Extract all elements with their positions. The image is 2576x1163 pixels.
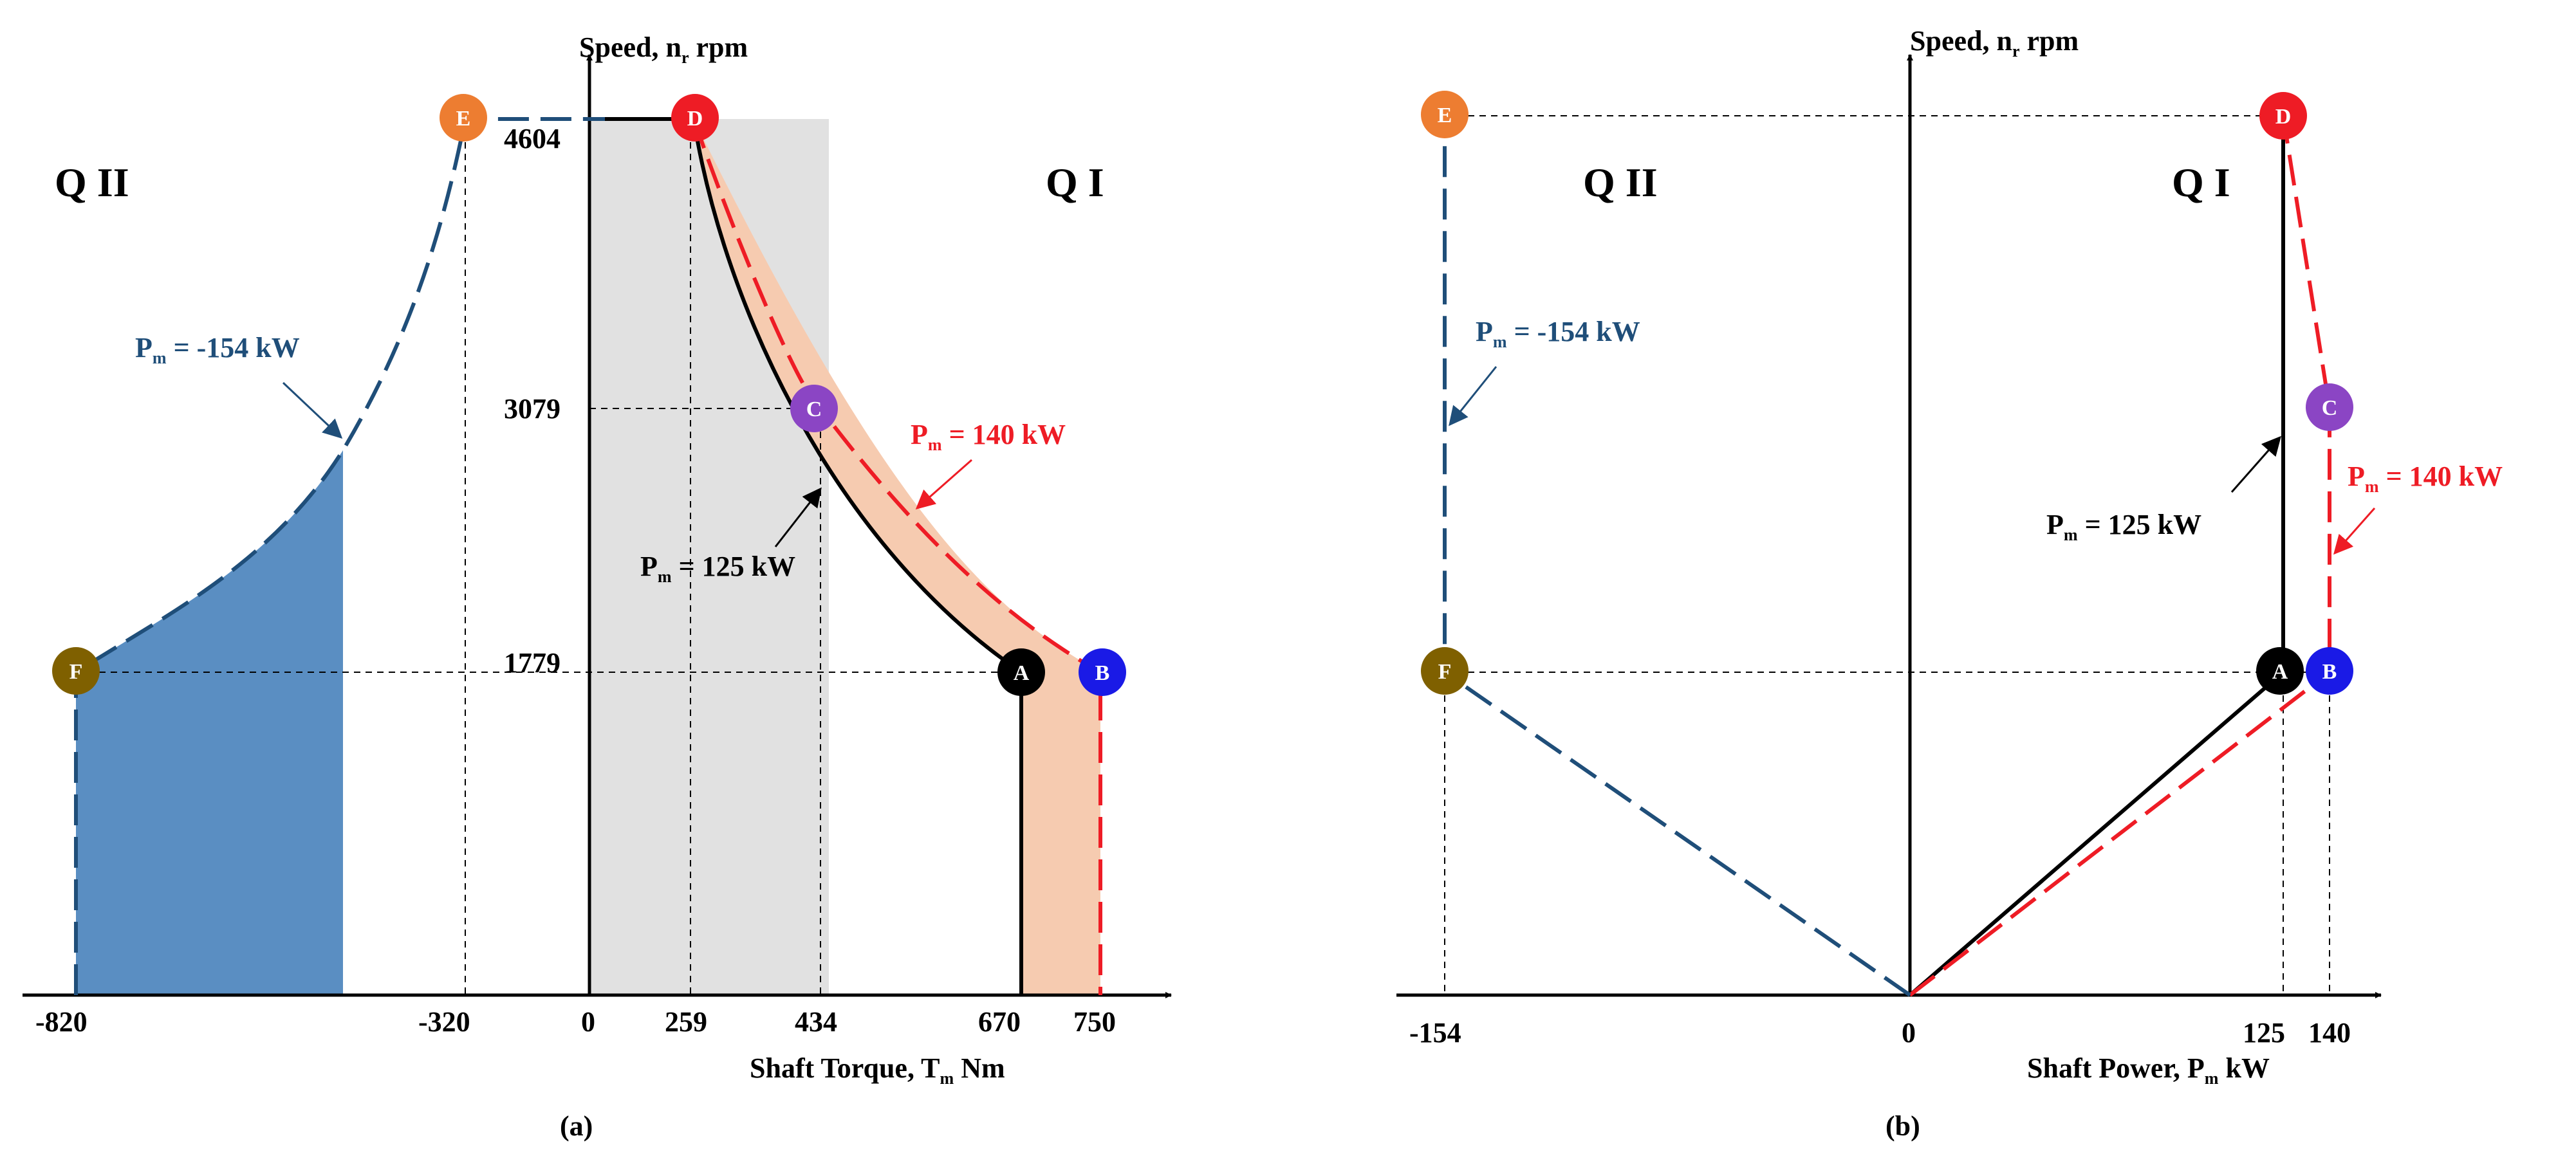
- y-tick-a-2: 1779: [504, 647, 561, 679]
- marker-b-a: B: [1079, 648, 1126, 696]
- svg-text:B: B: [2322, 660, 2337, 684]
- label-140-b: Pm = 140 kW: [2348, 461, 2503, 496]
- marker-a-b: A: [2256, 647, 2304, 695]
- x-tick-a-6: 750: [1073, 1006, 1116, 1038]
- svg-text:D: D: [2275, 105, 2292, 129]
- x-tick-b-3: 140: [2308, 1017, 2351, 1049]
- quadrant-ii-label-b: Q II: [1583, 160, 1658, 205]
- y-axis-label-a: Speed, nr rpm: [579, 32, 748, 67]
- y-tick-a-0: 4604: [504, 123, 561, 154]
- x-tick-b-1: 0: [1902, 1017, 1916, 1049]
- svg-text:F: F: [1438, 660, 1452, 684]
- x-tick-a-3: 259: [665, 1006, 707, 1038]
- x-axis-label-b: Shaft Power, Pm kW: [2027, 1052, 2270, 1088]
- x-tick-a-2: 0: [581, 1006, 595, 1038]
- marker-f-b: F: [1421, 647, 1469, 695]
- curve-140kw-b: [1909, 115, 2331, 997]
- gray-region: [589, 119, 829, 995]
- guide-lines-b: [1444, 115, 2330, 995]
- x-axis-label-a: Shaft Torque, Tm Nm: [750, 1052, 1005, 1088]
- quadrant-ii-label-a: Q II: [55, 160, 129, 205]
- label-140-a: Pm = 140 kW: [911, 419, 1066, 454]
- arrow-neg-b: [1449, 366, 1497, 426]
- label-neg154-a: Pm = -154 kW: [135, 332, 300, 367]
- x-tick-a-4: 434: [795, 1006, 837, 1038]
- arrow-red-a: [915, 459, 972, 509]
- marker-d-a: D: [671, 94, 719, 142]
- x-tick-b-0: -154: [1409, 1017, 1461, 1049]
- svg-text:C: C: [2322, 396, 2338, 420]
- svg-text:A: A: [1014, 661, 1030, 685]
- svg-text:C: C: [806, 398, 822, 421]
- x-tick-b-2: 125: [2243, 1017, 2285, 1049]
- x-tick-a-1: -320: [418, 1006, 470, 1038]
- caption-a: (a): [560, 1110, 593, 1142]
- y-tick-a-1: 3079: [504, 393, 561, 425]
- svg-text:F: F: [69, 660, 83, 684]
- arrow-black-b: [2230, 435, 2281, 493]
- blue-region: [76, 450, 343, 995]
- svg-text:B: B: [1095, 661, 1110, 685]
- marker-e-b: E: [1421, 91, 1469, 138]
- quadrant-i-label-a: Q I: [1046, 160, 1104, 205]
- panel-a: Speed, nr rpm Shaft Torque, Tm Nm Q II Q…: [23, 32, 1172, 1142]
- arrow-black-a: [774, 487, 822, 547]
- marker-a-a: A: [997, 648, 1045, 696]
- marker-c-a: C: [790, 385, 838, 432]
- x-tick-a-0: -820: [35, 1006, 88, 1038]
- marker-e-a: E: [440, 94, 487, 142]
- marker-b-b: B: [2306, 647, 2353, 695]
- svg-text:E: E: [1438, 104, 1452, 127]
- curve-neg154kw-b: [1443, 116, 1911, 997]
- svg-text:E: E: [456, 107, 471, 131]
- marker-c-b: C: [2306, 383, 2353, 431]
- x-tick-a-5: 670: [978, 1006, 1021, 1038]
- label-125-a: Pm = 125 kW: [640, 551, 795, 586]
- svg-text:D: D: [687, 107, 703, 131]
- orange-region: [694, 119, 1100, 995]
- quadrant-i-label-b: Q I: [2172, 160, 2230, 205]
- caption-b: (b): [1886, 1110, 1920, 1142]
- arrow-neg-a: [282, 381, 343, 439]
- svg-text:A: A: [2272, 660, 2288, 684]
- arrow-red-b: [2333, 508, 2376, 555]
- panel-b: Speed, nr rpm Shaft Power, Pm kW Q II Q …: [1396, 25, 2503, 1142]
- curve-125kw-b: [1909, 116, 2285, 997]
- y-axis-label-b: Speed, nr rpm: [1910, 25, 2079, 60]
- label-125-b: Pm = 125 kW: [2046, 509, 2201, 544]
- marker-d-b: D: [2259, 92, 2307, 140]
- label-neg154-b: Pm = -154 kW: [1476, 316, 1640, 351]
- marker-f-a: F: [52, 647, 100, 695]
